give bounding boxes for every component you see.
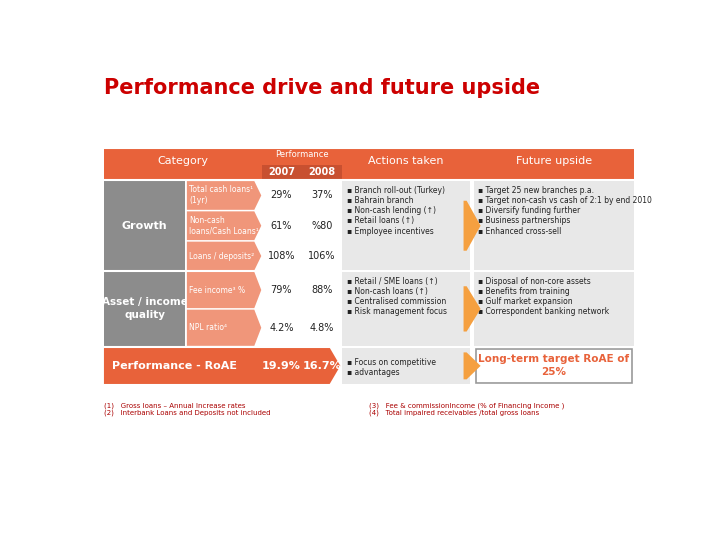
Text: Loans / deposits²: Loans / deposits² [189,252,254,260]
Text: 61%: 61% [271,221,292,231]
Bar [474,271,634,347]
Bar [302,272,342,308]
Text: ▪ Retail loans (↑): ▪ Retail loans (↑) [346,217,414,226]
Text: 16.7%: 16.7% [302,361,341,371]
Text: ▪ Retail / SME loans (↑): ▪ Retail / SME loans (↑) [346,278,437,286]
Polygon shape [187,272,261,308]
Bar [342,271,469,347]
Text: Non-cash
loans/Cash Loans¹: Non-cash loans/Cash Loans¹ [189,215,259,236]
Text: 79%: 79% [271,285,292,295]
Text: 37%: 37% [311,191,333,200]
Text: Performance: Performance [275,150,328,159]
Text: ▪ Branch roll-out (Turkey): ▪ Branch roll-out (Turkey) [346,186,444,195]
Text: 29%: 29% [271,191,292,200]
Text: (1)   Gross loans – Annual Increase rates: (1) Gross loans – Annual Increase rates [104,402,246,409]
Bar [261,148,342,164]
Polygon shape [104,347,341,384]
Bar [262,241,302,271]
Text: ▪ Correspondent banking network: ▪ Correspondent banking network [478,307,609,316]
Text: ▪ Employee incentives: ▪ Employee incentives [346,226,433,235]
Text: Performance - RoAE: Performance - RoAE [112,361,237,371]
Text: 108%: 108% [268,251,295,261]
Bar [262,211,302,240]
Text: Future upside: Future upside [516,156,592,166]
Bar [302,181,342,210]
Polygon shape [187,241,261,271]
Text: Growth: Growth [122,221,168,231]
Text: 4.8%: 4.8% [310,323,334,333]
Text: ▪ Diversify funding further: ▪ Diversify funding further [478,206,580,215]
Bar [104,271,185,347]
Text: ▪ Bahrain branch: ▪ Bahrain branch [346,197,413,206]
Text: ▪ Enhanced cross-sell: ▪ Enhanced cross-sell [478,226,562,235]
Bar [104,180,185,271]
Polygon shape [464,286,481,332]
Polygon shape [187,181,261,210]
Text: ▪ Benefits from training: ▪ Benefits from training [478,287,570,296]
Bar [302,165,342,179]
Text: 2008: 2008 [308,167,336,177]
Text: (2)   Interbank Loans and Deposits not included: (2) Interbank Loans and Deposits not inc… [104,410,271,416]
Text: Performance drive and future upside: Performance drive and future upside [104,78,540,98]
Bar [302,211,342,240]
Text: Category: Category [157,156,208,166]
Text: Long-term target RoAE of
25%: Long-term target RoAE of 25% [478,354,629,377]
Text: ▪ Target non-cash vs cash of 2:1 by end 2010: ▪ Target non-cash vs cash of 2:1 by end … [478,197,652,206]
Polygon shape [187,211,261,240]
Text: Fee income³ %: Fee income³ % [189,286,246,294]
Polygon shape [464,353,481,379]
Text: ▪ Non-cash lending (↑): ▪ Non-cash lending (↑) [346,206,436,215]
Bar [474,180,634,271]
Text: %80: %80 [311,221,333,231]
Text: (4)   Total impaired receivables /total gross loans: (4) Total impaired receivables /total gr… [369,410,539,416]
Text: 106%: 106% [308,251,336,261]
Text: ▪ Target 25 new branches p.a.: ▪ Target 25 new branches p.a. [478,186,594,195]
Bar [262,165,302,179]
Bar [342,347,469,385]
Text: Total cash loans¹
(1yr): Total cash loans¹ (1yr) [189,185,253,206]
Text: ▪ advantages: ▪ advantages [346,368,399,376]
Bar [302,241,342,271]
Text: ▪ Centralised commission: ▪ Centralised commission [346,298,446,306]
Text: ▪ Gulf market expansion: ▪ Gulf market expansion [478,298,573,306]
Bar [262,181,302,210]
Bar [342,180,469,271]
Text: ▪ Risk management focus: ▪ Risk management focus [346,307,446,316]
Text: NPL ratio⁴: NPL ratio⁴ [189,323,228,332]
Text: ▪ Focus on competitive: ▪ Focus on competitive [346,359,436,367]
Text: ▪ Disposal of non-core assets: ▪ Disposal of non-core assets [478,278,591,286]
Bar [262,272,302,308]
Text: ▪ Non-cash loans (↑): ▪ Non-cash loans (↑) [346,287,428,296]
Text: Asset / income
quality: Asset / income quality [102,298,188,320]
Bar [262,309,302,346]
Bar [302,309,342,346]
Text: 19.9%: 19.9% [262,361,301,371]
Polygon shape [464,201,481,251]
Text: 88%: 88% [311,285,333,295]
Text: ▪ Business partnerships: ▪ Business partnerships [478,217,571,226]
Bar [476,349,631,383]
Text: Actions taken: Actions taken [368,156,444,166]
Text: 4.2%: 4.2% [269,323,294,333]
Polygon shape [187,309,261,346]
Bar [104,148,634,180]
Text: 2007: 2007 [268,167,295,177]
Text: (3)   Fee & commissionIncome (% of Financing Income ): (3) Fee & commissionIncome (% of Financi… [369,402,564,409]
